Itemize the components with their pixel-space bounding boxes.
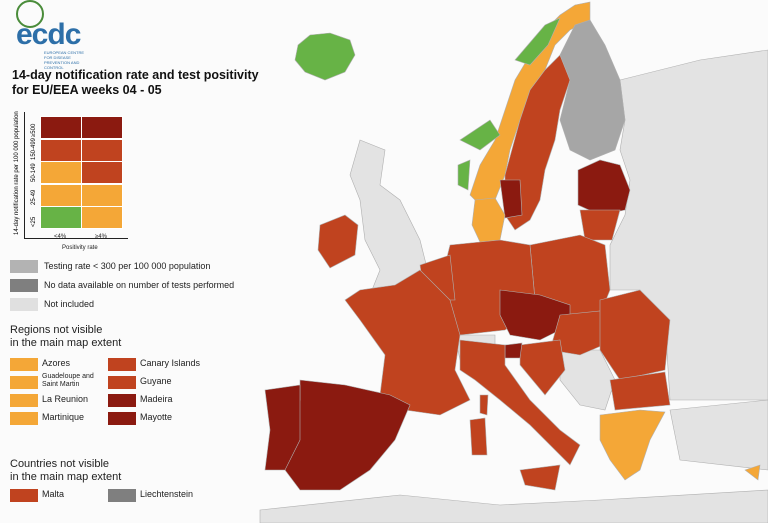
- row-label: ≥500: [31, 123, 37, 138]
- region-swatch: [108, 489, 136, 502]
- region-label: Guyane: [140, 376, 172, 386]
- matrix-cell: [40, 206, 82, 229]
- legend-label: No data available on number of tests per…: [44, 280, 235, 290]
- land-other: [669, 399, 768, 471]
- france: [344, 269, 471, 416]
- matrix-cell: [40, 183, 82, 207]
- sweden-region: [499, 179, 523, 219]
- matrix-cell: [40, 138, 82, 162]
- region-label: Canary Islands: [140, 358, 201, 368]
- matrix-cell: [81, 161, 123, 184]
- region-label: Azores: [42, 358, 71, 368]
- denmark: [471, 197, 506, 243]
- matrix-cell: [81, 138, 123, 162]
- legend-swatch: [10, 260, 38, 273]
- column-label: <4%: [54, 233, 67, 240]
- section-title: Countries not visible: [10, 458, 110, 470]
- section-title: in the main map extent: [10, 471, 122, 483]
- region-swatch: [108, 358, 136, 371]
- legend-label: Testing rate < 300 per 100 000 populatio…: [44, 261, 211, 271]
- iceland: [294, 32, 356, 81]
- matrix-cell: [40, 116, 82, 139]
- lithuania: [579, 209, 621, 241]
- row-label: 150-499: [31, 137, 37, 160]
- region-label: Martinique: [42, 412, 85, 422]
- legend-label: Not included: [44, 299, 95, 309]
- logo-globe: [16, 0, 44, 28]
- baltics: [577, 159, 631, 216]
- legend-swatch: [10, 279, 38, 292]
- y-axis-label: 14-day notification rate per 100 000 pop…: [14, 111, 20, 235]
- title: 14-day notification rate and test positi…: [12, 68, 259, 82]
- region-label: Mayotte: [140, 412, 173, 422]
- section-title: Regions not visible: [10, 324, 103, 336]
- sardinia: [469, 417, 488, 456]
- land-other: [259, 489, 768, 523]
- portugal: [264, 384, 301, 471]
- greece: [599, 409, 666, 481]
- logo-subtitle: EUROPEAN CENTRE FOR DISEASE PREVENTION A…: [44, 50, 85, 70]
- legend-swatch: [10, 298, 38, 311]
- column-label: ≥4%: [95, 233, 107, 240]
- slovenia: [504, 342, 523, 359]
- finland: [559, 19, 626, 161]
- region-swatch: [10, 394, 38, 407]
- row-label: <25: [31, 217, 37, 228]
- region-label: Liechtenstein: [140, 489, 194, 499]
- region-label: Guadeloupe and Saint Martin: [42, 373, 94, 388]
- y-arrow: [24, 112, 25, 238]
- region-swatch: [10, 376, 38, 389]
- matrix-cell: [40, 161, 82, 184]
- section-title: in the main map extent: [10, 337, 122, 349]
- region-label: La Reunion: [42, 394, 89, 404]
- matrix-cell: [81, 183, 123, 207]
- corsica: [479, 394, 489, 416]
- norway-region: [514, 17, 561, 66]
- matrix-cell: [81, 116, 123, 139]
- row-label: 25-49: [31, 189, 37, 205]
- region-label: Madeira: [140, 394, 173, 404]
- region-label: Malta: [42, 489, 65, 499]
- ireland: [317, 214, 359, 269]
- x-axis-label: Positivity rate: [62, 245, 98, 251]
- italy: [459, 339, 581, 466]
- logo: ecdc: [16, 18, 81, 51]
- region-swatch: [10, 358, 38, 371]
- region-swatch: [108, 376, 136, 389]
- croatia: [519, 339, 566, 396]
- region-swatch: [10, 489, 38, 502]
- norway-region: [459, 119, 501, 151]
- matrix-cell: [81, 206, 123, 229]
- region-swatch: [108, 394, 136, 407]
- region-swatch: [108, 412, 136, 425]
- bulgaria: [609, 371, 671, 411]
- sweden: [504, 54, 571, 231]
- land-other: [609, 49, 768, 401]
- row-label: 50-149: [31, 163, 37, 183]
- region-swatch: [10, 412, 38, 425]
- sicily: [519, 464, 561, 491]
- x-arrow: [24, 238, 128, 239]
- cyprus: [744, 464, 761, 481]
- romania: [599, 289, 671, 381]
- title: for EU/EEA weeks 04 - 05: [12, 83, 162, 97]
- norway-region: [457, 159, 471, 191]
- spain: [284, 379, 411, 491]
